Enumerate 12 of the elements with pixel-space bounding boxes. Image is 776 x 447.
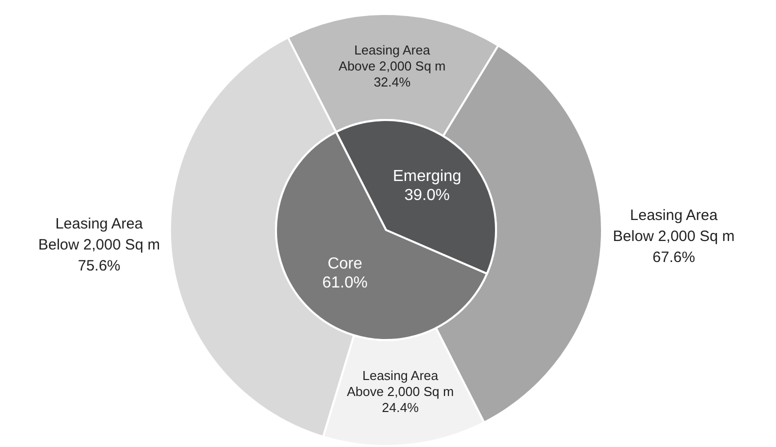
data-label: 39.0% (404, 187, 450, 204)
slice-label: Core (328, 256, 362, 273)
slice-label: Leasing Area Below 2,000 Sq m (612, 206, 735, 245)
data-label: 61.0% (322, 274, 368, 292)
data-label: 32.4% (374, 74, 412, 90)
data-label: 24.4% (382, 400, 420, 415)
data-label: 67.6% (652, 248, 696, 266)
data-label: 75.6% (78, 258, 120, 275)
slice-label: Emerging (392, 168, 462, 186)
slice-label: Leasing Area Above 2,000 Sq m (346, 368, 454, 399)
slice-label: Leasing Area Above 2,000 Sq m (338, 42, 446, 74)
slice-label: Leasing Area Below 2,000 Sq m (38, 216, 160, 254)
